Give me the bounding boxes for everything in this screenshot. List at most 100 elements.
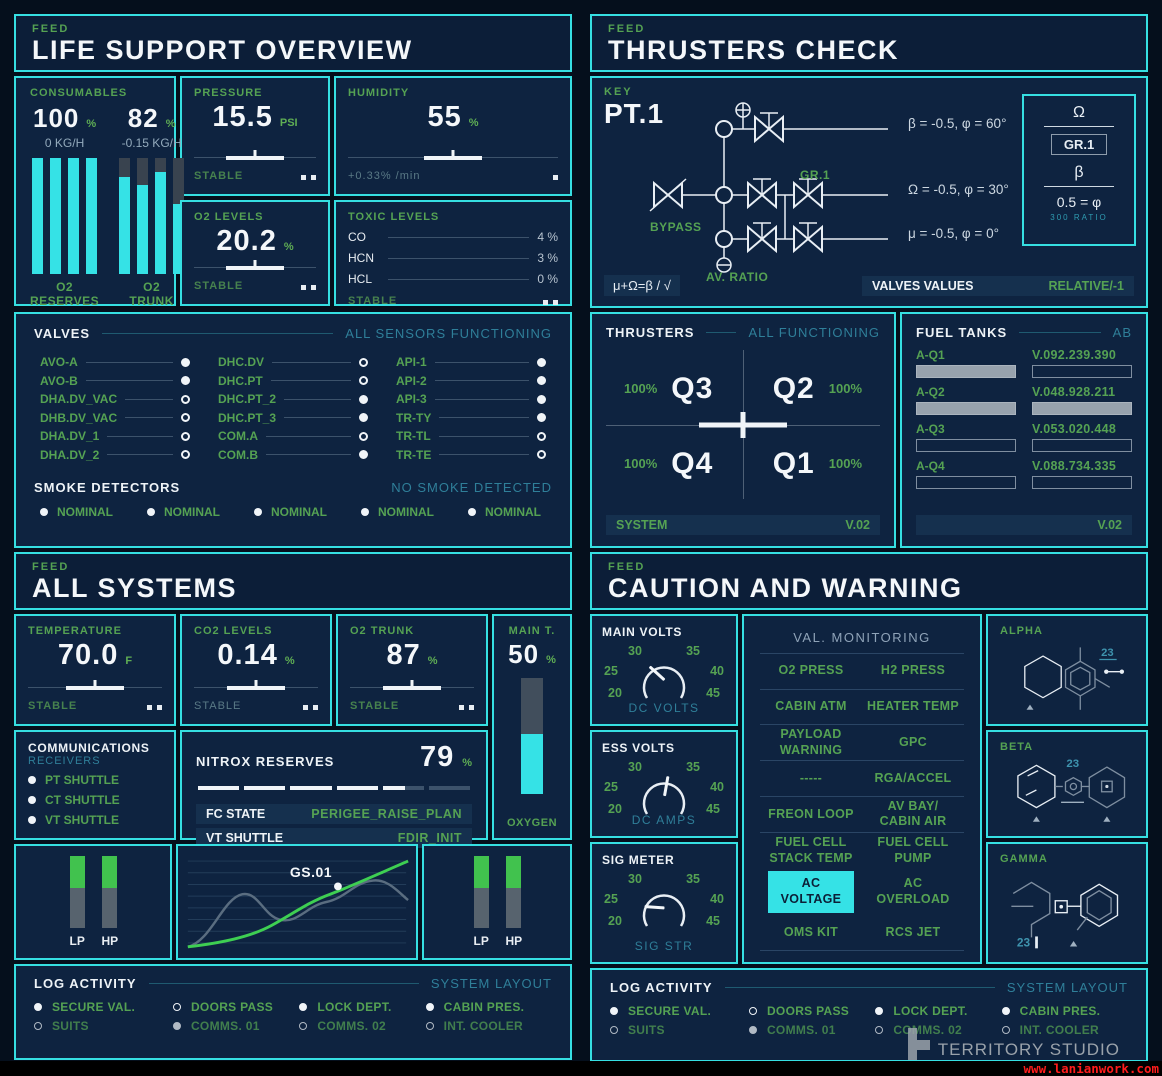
beta-panel: BETA 23 <box>986 730 1148 838</box>
status-marks <box>142 697 162 715</box>
valve-row: DHC.DV <box>218 353 368 372</box>
smoke-detector: NOMINAL <box>361 505 434 519</box>
alarm-cell[interactable]: AV BAY/ CABIN AIR <box>879 798 947 829</box>
o2-trunk-group: 82% -0.15 KG/H O2 TRUNK <box>119 101 185 308</box>
humidity-label: HUMIDITY <box>348 87 410 99</box>
hp-label: HP <box>101 934 119 948</box>
log-dot <box>34 1003 42 1011</box>
log-item: SECURE VAL. <box>610 1004 749 1018</box>
fuel-bar <box>1032 402 1132 415</box>
alarm-cell[interactable]: GPC <box>899 734 927 749</box>
vt-shuttle-row: VT SHUTTLE FDIR_INIT <box>196 828 472 848</box>
alarm-cell[interactable]: HEATER TEMP <box>867 698 959 713</box>
valve-state-dot <box>359 431 368 441</box>
detector-dot <box>468 508 476 516</box>
main-tank-value: 50 <box>508 639 540 669</box>
alpha-panel: ALPHA 23 <box>986 614 1148 726</box>
humidity-value: 55 <box>427 101 462 133</box>
valve-row: DHB.DV_VAC <box>40 409 190 428</box>
watermark-url: www.lanianwork.com <box>1023 1061 1159 1076</box>
receiver-dot <box>28 776 36 784</box>
valve-state-dot <box>359 394 368 404</box>
svg-text:23: 23 <box>1101 647 1114 659</box>
alarm-cell[interactable]: OMS KIT <box>783 924 839 939</box>
ess-volts-panel: ESS VOLTS 30 35 25 40 20 45 DC AMPS <box>590 730 738 838</box>
smoke-detectors-label: SMOKE DETECTORS <box>34 480 181 495</box>
fuel-row: V.048.928.211 <box>1032 385 1132 415</box>
communications-panel: COMMUNICATIONS RECEIVERS PT SHUTTLE CT S… <box>14 730 176 840</box>
alarm-cell[interactable]: FUEL CELL PUMP <box>877 835 949 865</box>
version-label: V.02 <box>1097 518 1122 532</box>
q4-label: Q4 <box>671 446 714 480</box>
status-marks <box>296 167 316 185</box>
valve-state-dot <box>359 376 368 386</box>
valve-row: COM.A <box>218 427 368 446</box>
fuel-tanks-status: AB <box>1112 325 1132 340</box>
hp-bar <box>505 856 521 928</box>
valve-state-dot <box>537 357 546 367</box>
log-item: LOCK DEPT. <box>875 1004 1001 1018</box>
fuel-bar <box>916 365 1016 378</box>
life-support-column: FEED LIFE SUPPORT OVERVIEW PRESSURE 15.5… <box>14 14 572 1060</box>
log-item: LOCK DEPT. <box>299 1000 425 1014</box>
beta-molecule-icon: 23 <box>1017 758 1126 822</box>
toxic-row: HCN 3 % <box>348 251 558 265</box>
valve-state-dot <box>537 431 546 441</box>
omega-symbol: Ω <box>1073 104 1085 121</box>
system-layout-label: SYSTEM LAYOUT <box>1006 980 1128 995</box>
temperature-status: STABLE <box>28 700 78 712</box>
feed-label: FEED <box>32 561 70 573</box>
oxygen-level-bar <box>521 678 543 794</box>
alarm-cell[interactable]: RGA/ACCEL <box>874 770 952 785</box>
fuel-bar <box>916 476 1016 489</box>
alarm-cell-active[interactable]: AC VOLTAGE <box>768 871 854 913</box>
temperature-label: TEMPERATURE <box>28 625 122 637</box>
log-item: CABIN PRES. <box>1001 1004 1128 1018</box>
log-dot <box>425 1003 434 1011</box>
detector-dot <box>40 508 48 516</box>
ess-volts-label: ESS VOLTS <box>602 741 675 755</box>
alarm-cell[interactable]: PAYLOAD WARNING <box>779 727 843 757</box>
alarm-cell[interactable]: FUEL CELL STACK TEMP <box>769 835 853 865</box>
valve-row: DHC.PT_2 <box>218 390 368 409</box>
valve-row: API-3 <box>396 390 546 409</box>
section-title: ALL SYSTEMS <box>32 573 238 603</box>
o2-trunk-unit: % <box>427 655 438 667</box>
valve-row: DHC.PT <box>218 372 368 391</box>
smoke-detector: NOMINAL <box>468 505 541 519</box>
fuel-bar <box>916 439 1016 452</box>
valve-row: API-1 <box>396 353 546 372</box>
fuel-bar <box>1032 476 1132 489</box>
receiver-dot <box>28 816 36 824</box>
alarm-cell[interactable]: H2 PRESS <box>880 663 946 678</box>
valve-state-dot <box>181 450 190 460</box>
status-marks <box>538 292 558 310</box>
valve-row: TR-TE <box>396 446 546 465</box>
log-item: CABIN PRES. <box>425 1000 552 1014</box>
valve-row: COM.B <box>218 446 368 465</box>
alarm-cell[interactable]: O2 PRESS <box>778 663 844 678</box>
log-activity-panel-right: LOG ACTIVITY SYSTEM LAYOUT SECURE VAL. D… <box>590 968 1148 1062</box>
alarm-cell[interactable]: RCS JET <box>885 924 941 939</box>
alarm-cell[interactable]: ----- <box>799 770 823 785</box>
log-activity-label: LOG ACTIVITY <box>34 976 137 991</box>
fc-state-row: FC STATE PERIGEE_RAISE_PLAN <box>196 804 472 824</box>
co2-levels-panel: CO2 LEVELS 0.14% STABLE <box>180 614 332 726</box>
o2-reserves-value: 100 <box>32 103 80 133</box>
humidity-status: +0.33% /min <box>348 170 421 182</box>
valves-values-chip[interactable]: VALVES VALUES RELATIVE/-1 <box>862 276 1134 296</box>
alarm-cell[interactable]: FREON LOOP <box>768 806 854 821</box>
pressure-gauge-right: LP HP <box>422 844 572 960</box>
valve-row: TR-TL <box>396 427 546 446</box>
alarm-cell[interactable]: AC OVERLOAD <box>876 876 950 906</box>
alarm-cell[interactable]: CABIN ATM <box>775 698 847 713</box>
fuel-tanks-panel: FUEL TANKS AB A-Q1 V.092.239.390 A-Q2 V.… <box>900 312 1148 548</box>
sig-meter-label: SIG METER <box>602 853 675 867</box>
territory-studio-logo-icon <box>907 1028 930 1060</box>
log-dot <box>748 1007 757 1015</box>
smoke-status: NO SMOKE DETECTED <box>391 480 552 495</box>
fuel-row: A-Q2 <box>916 385 1016 415</box>
nitrox-reserves-panel: NITROX RESERVES 79% FC STATE PERIGEE_RAIS… <box>180 730 488 848</box>
phi-value: 0.5 = φ <box>1056 194 1102 210</box>
